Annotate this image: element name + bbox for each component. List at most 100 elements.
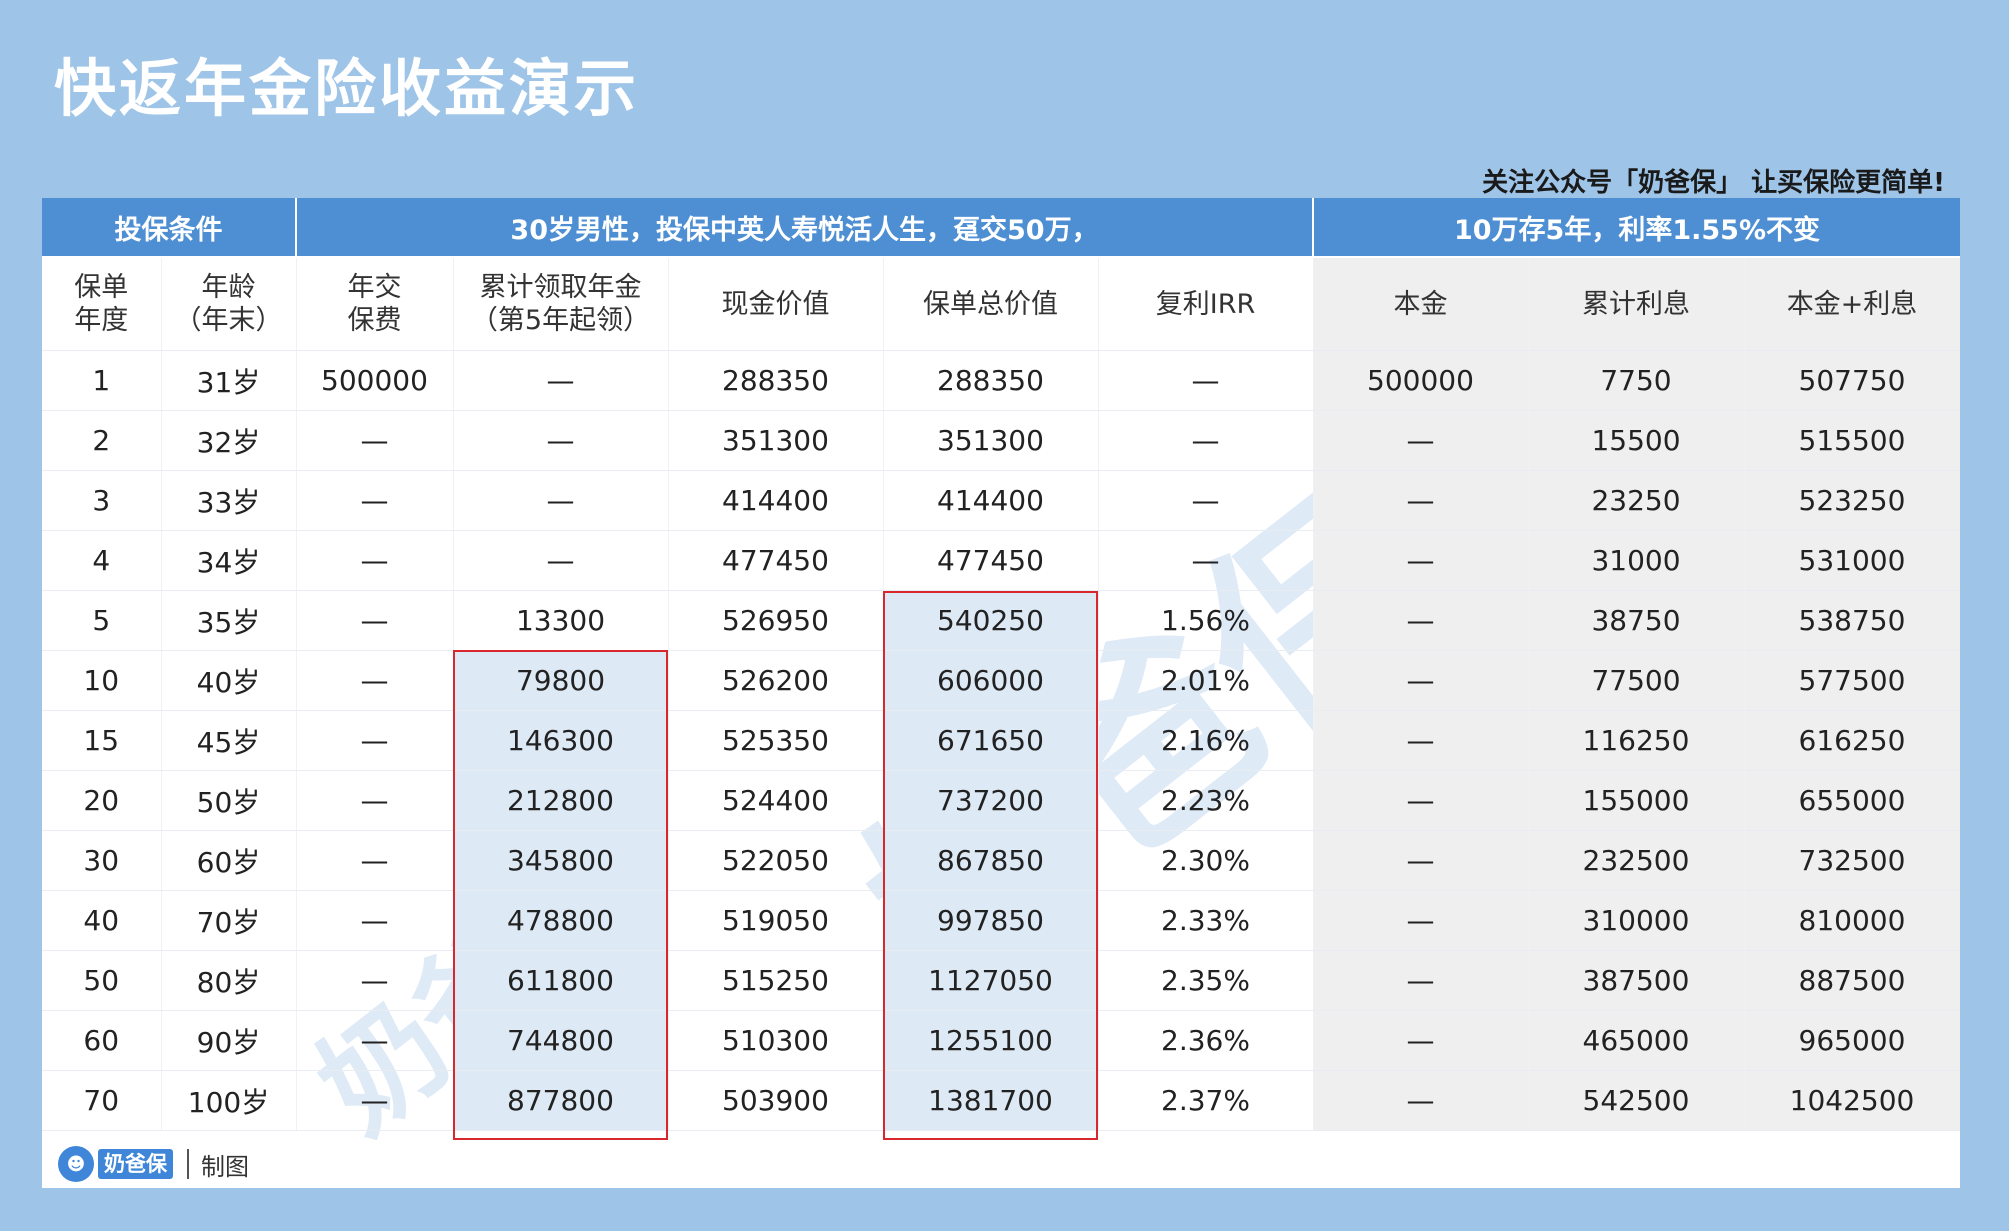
column-header: 本金+利息 xyxy=(1744,257,1960,351)
table-cell: 510300 xyxy=(668,1010,884,1071)
cell-value: 2.33% xyxy=(1161,904,1250,937)
table-cell: 414400 xyxy=(883,470,1099,531)
cell-value: 387500 xyxy=(1582,964,1690,997)
table-cell: 522050 xyxy=(668,830,884,891)
cell-value: 515500 xyxy=(1798,424,1906,457)
table-cell: 616250 xyxy=(1744,710,1960,771)
cell-value: 606000 xyxy=(937,664,1044,697)
table-cell: — xyxy=(453,410,669,471)
cell-value: 15 xyxy=(83,724,120,757)
table-cell: — xyxy=(1313,1010,1529,1071)
cell-value: 1042500 xyxy=(1789,1084,1915,1117)
table-cell: 810000 xyxy=(1744,890,1960,951)
column-header-line: 年龄 xyxy=(201,272,256,303)
cell-value: 542500 xyxy=(1582,1084,1690,1117)
table-row: 40 70岁 — 478800 519050 997850 2.33% — 310000 8100… xyxy=(42,890,1960,951)
table-cell: 345800 xyxy=(453,830,669,891)
cell-value: 867850 xyxy=(937,844,1044,877)
table-row: 3 33岁 — — 414400 414400 — — 23250 523250 xyxy=(42,470,1960,531)
cell-value: 232500 xyxy=(1582,844,1690,877)
cell-value: 2.30% xyxy=(1161,844,1250,877)
table-cell: — xyxy=(296,650,454,711)
band-deposit: 10万存5年，利率1.55%不变 xyxy=(1313,198,1960,258)
cell-value: — xyxy=(360,904,389,937)
column-header-line: 累计利息 xyxy=(1582,288,1690,320)
table-cell: 744800 xyxy=(453,1010,669,1071)
cell-value: 10 xyxy=(83,664,120,697)
cell-value: 500000 xyxy=(1367,364,1474,397)
cell-value: 70 xyxy=(83,1084,120,1117)
cell-value: — xyxy=(360,844,389,877)
column-header-line: 保费 xyxy=(347,305,402,336)
table-row: 50 80岁 — 611800 515250 1127050 2.35% — 387500 887… xyxy=(42,950,1960,1011)
cell-value: 288350 xyxy=(937,364,1044,397)
table-cell: 2.30% xyxy=(1098,830,1314,891)
table-cell: 15500 xyxy=(1528,410,1745,471)
cell-value: 2.16% xyxy=(1161,724,1250,757)
table-row: 4 34岁 — — 477450 477450 — — 31000 531000 xyxy=(42,530,1960,591)
cell-value: 70岁 xyxy=(196,905,261,939)
cell-value: — xyxy=(1406,844,1435,877)
person-icon: ☻ xyxy=(58,1146,94,1182)
table-cell: 32岁 xyxy=(161,410,297,471)
table-cell: 671650 xyxy=(883,710,1099,771)
cell-value: 38750 xyxy=(1591,604,1681,637)
table-cell: 40岁 xyxy=(161,650,297,711)
cell-value: 4 xyxy=(92,544,111,577)
cell-value: — xyxy=(1406,544,1435,577)
column-header-line: 本金 xyxy=(1393,288,1448,320)
cell-value: 5 xyxy=(92,604,111,637)
table-cell: — xyxy=(453,350,669,411)
column-header-line: 保单 xyxy=(74,272,129,303)
table-cell: 1.56% xyxy=(1098,590,1314,651)
table-cell: 525350 xyxy=(668,710,884,771)
cell-value: 515250 xyxy=(722,964,829,997)
page-title: 快返年金险收益演示 xyxy=(54,52,640,125)
cell-value: 351300 xyxy=(937,424,1044,457)
band-conditions: 投保条件 xyxy=(42,198,297,258)
cell-value: — xyxy=(360,604,389,637)
column-header-line: 保单总价值 xyxy=(923,288,1058,320)
table-cell: — xyxy=(296,410,454,471)
table-cell: 542500 xyxy=(1528,1070,1745,1131)
cell-value: — xyxy=(360,424,389,457)
table-cell: 50岁 xyxy=(161,770,297,831)
cell-value: — xyxy=(1191,544,1220,577)
table-cell: — xyxy=(1313,830,1529,891)
table-cell: 503900 xyxy=(668,1070,884,1131)
cell-value: 50 xyxy=(83,964,120,997)
column-header: 累计利息 xyxy=(1528,257,1745,351)
table-row: 70 100岁 — 877800 503900 1381700 2.37% — 542500 10… xyxy=(42,1070,1960,1131)
table-cell: — xyxy=(1098,470,1314,531)
cell-value: 80岁 xyxy=(196,965,261,999)
column-header: 保单 年度 xyxy=(42,257,162,351)
table-cell: 146300 xyxy=(453,710,669,771)
table-cell: 2.36% xyxy=(1098,1010,1314,1071)
column-header: 累计领取年金 （第5年起领） xyxy=(453,257,669,351)
table-cell: 34岁 xyxy=(161,530,297,591)
table-cell: 3 xyxy=(42,470,162,531)
cell-value: 2.23% xyxy=(1161,784,1250,817)
column-header-line: 复利IRR xyxy=(1155,288,1256,320)
cell-value: 1 xyxy=(92,364,111,397)
cell-value: — xyxy=(1406,724,1435,757)
cell-value: — xyxy=(1406,964,1435,997)
cell-value: 510300 xyxy=(722,1024,829,1057)
cell-value: 414400 xyxy=(722,484,829,517)
table-cell: — xyxy=(1313,1070,1529,1131)
table-cell: 531000 xyxy=(1744,530,1960,591)
table-cell: — xyxy=(1313,890,1529,951)
table-cell: 2.35% xyxy=(1098,950,1314,1011)
cell-value: 503900 xyxy=(722,1084,829,1117)
logo-text: 奶爸保 xyxy=(98,1149,173,1179)
table-cell: 70 xyxy=(42,1070,162,1131)
cell-value: 522050 xyxy=(722,844,829,877)
column-header: 年龄 （年末） xyxy=(161,257,297,351)
table-cell: 33岁 xyxy=(161,470,297,531)
table-cell: — xyxy=(1313,710,1529,771)
table-cell: — xyxy=(296,1010,454,1071)
cell-value: 1381700 xyxy=(928,1084,1053,1117)
cell-value: 23250 xyxy=(1591,484,1681,517)
column-header: 年交 保费 xyxy=(296,257,454,351)
cell-value: — xyxy=(360,484,389,517)
